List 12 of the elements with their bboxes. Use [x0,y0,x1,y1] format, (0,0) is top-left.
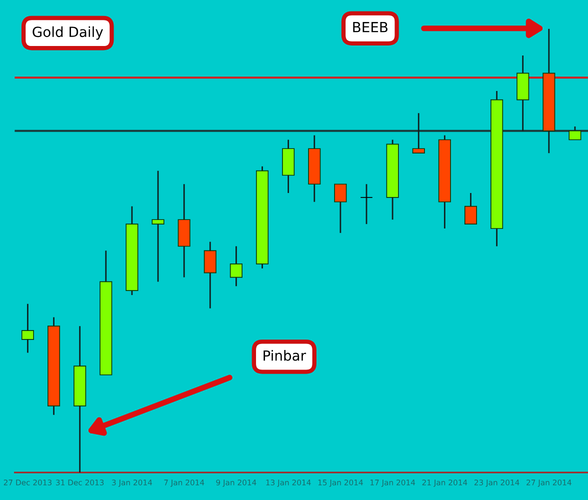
candlestick [230,246,242,287]
chart-title: Gold Daily [32,26,103,40]
candlestick [204,241,216,310]
candlestick [412,112,425,154]
candlestick [152,170,164,282]
candlestick [568,126,582,140]
candlestick [21,303,34,354]
candlestick [334,183,347,234]
annotation: BEEB [353,22,388,32]
candlestick [360,183,373,225]
annotation: Pinbar [264,350,306,361]
candlestick [464,192,478,225]
